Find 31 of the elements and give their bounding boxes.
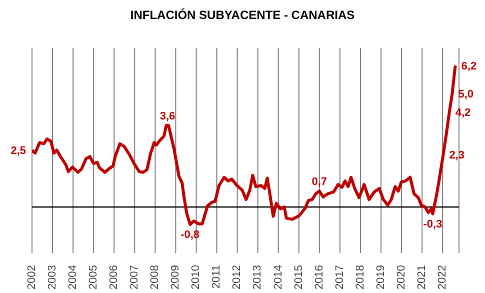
x-tick-label: 2002 — [26, 265, 38, 290]
x-tick-label: 2013 — [252, 265, 264, 290]
x-tick-label: 2008 — [149, 265, 162, 290]
x-tick-label: 2012 — [231, 265, 244, 290]
x-tick-label: 2019 — [374, 265, 387, 290]
x-tick-label: 2004 — [66, 265, 79, 290]
x-tick-label: 2009 — [170, 265, 182, 290]
x-tick-label: 2022 — [436, 265, 448, 290]
annotation: 0,7 — [312, 176, 328, 188]
annotation: 4,2 — [455, 106, 471, 119]
x-tick-label: 2015 — [292, 265, 305, 290]
x-tick-label: 2010 — [190, 265, 202, 290]
annotation: 6,2 — [461, 60, 477, 72]
x-tick-label: 2005 — [87, 265, 100, 290]
annotation: -0,8 — [180, 229, 200, 242]
x-tick-label: 2016 — [313, 265, 326, 290]
x-tick-label: 2003 — [46, 265, 58, 290]
chart-title: INFLACIÓN SUBYACENTE - CANARIAS — [129, 8, 356, 24]
x-tick-label: 2021 — [416, 265, 428, 290]
x-tick-label: 2017 — [334, 265, 346, 290]
x-tick-label: 2011 — [210, 265, 223, 289]
annotation: 5,0 — [458, 88, 474, 100]
x-tick-label: 2018 — [354, 265, 366, 290]
x-tick-label: 2014 — [272, 265, 284, 290]
annotation: 2,5 — [10, 145, 26, 158]
x-tick-label: 2007 — [128, 265, 141, 290]
x-tick-label: 2020 — [395, 265, 408, 290]
annotation: 2,3 — [449, 150, 464, 162]
x-tick-label: 2006 — [108, 265, 120, 290]
annotation: -0,3 — [423, 218, 442, 231]
annotation: 3,6 — [160, 110, 176, 122]
